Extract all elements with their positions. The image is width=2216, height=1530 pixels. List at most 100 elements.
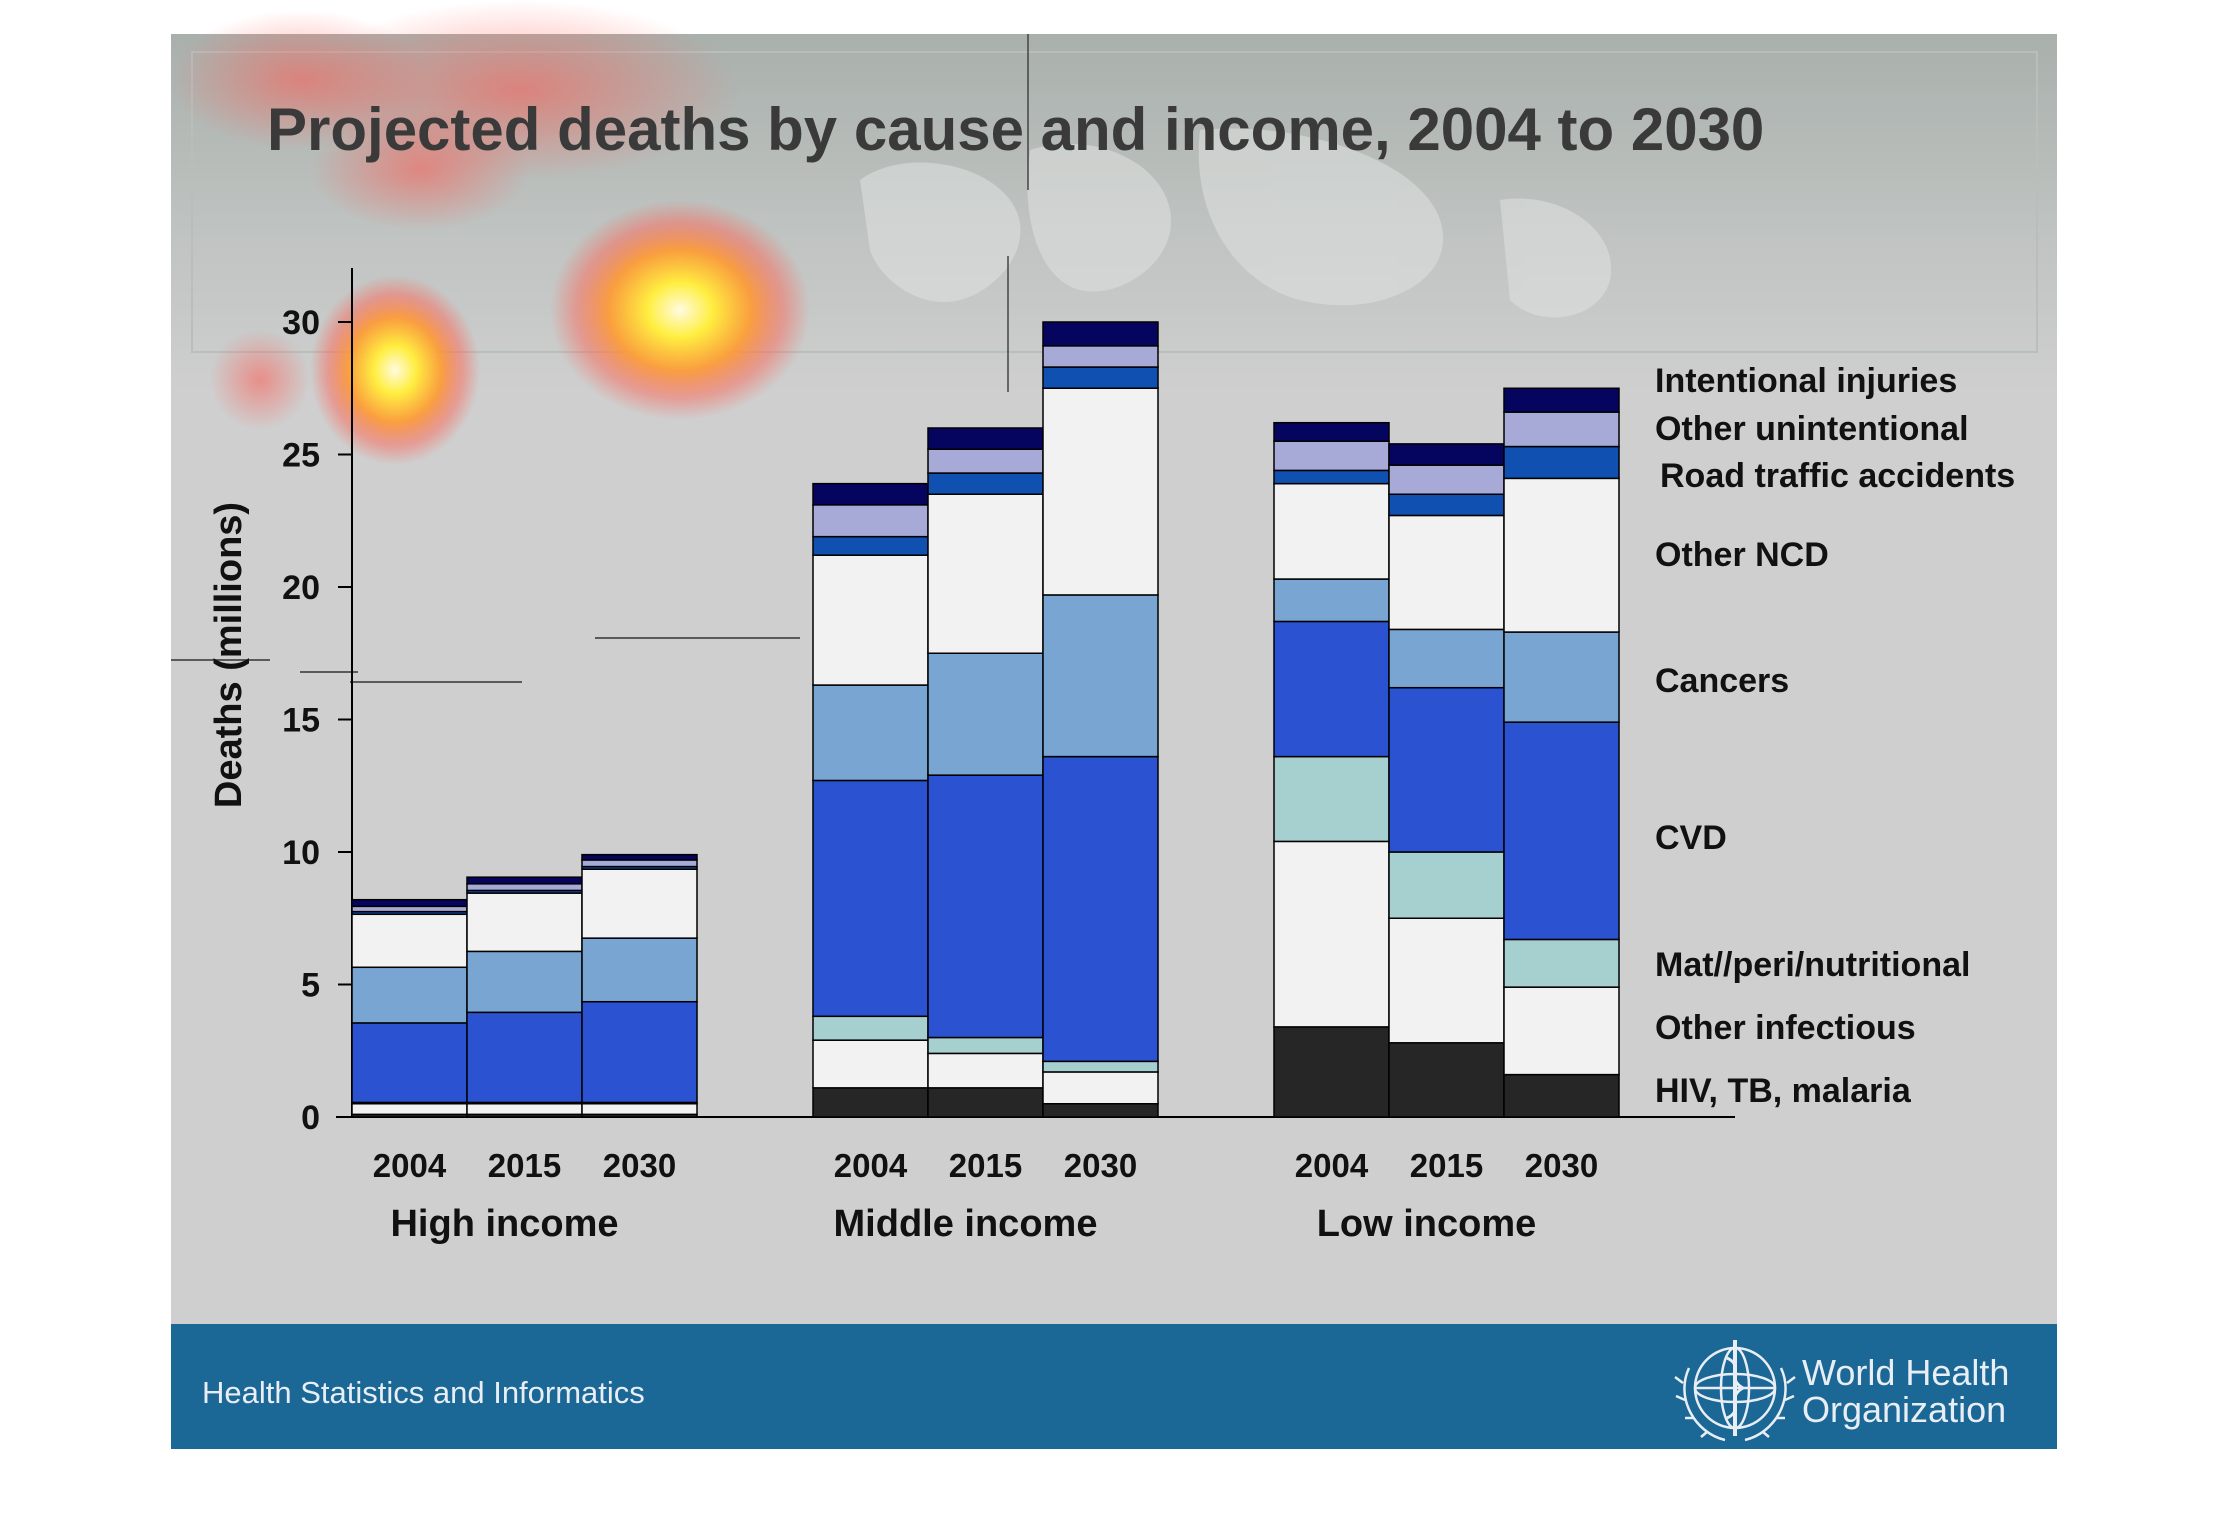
x-tick-label: 2015 [488, 1147, 561, 1184]
bar-segment-other-unintentional [1273, 440, 1390, 472]
logo-line-1: World Health [1802, 1352, 2009, 1393]
legend-label: HIV, TB, malaria [1655, 1072, 1912, 1110]
logo-line-2: Organization [1802, 1389, 2006, 1430]
bar-segment-intentional-injuries [1042, 321, 1159, 347]
y-tick-label: 30 [282, 304, 320, 342]
bar-segment-intentional-injuries [1273, 421, 1390, 443]
bar-segment-cvd [927, 774, 1044, 1039]
bar-segment-hiv-tb-malaria [1388, 1042, 1505, 1118]
bar-segment-cvd [1042, 755, 1159, 1063]
bar-segment-cvd [1503, 721, 1620, 941]
bar-segment-hiv-tb-malaria [927, 1087, 1044, 1118]
bar-segment-other-infectious [1273, 840, 1390, 1028]
y-tick-label: 10 [282, 834, 320, 872]
bar-segment-other-ncd [812, 554, 929, 686]
bar-segment-cancers [1273, 578, 1390, 623]
bar-segment-other-unintentional [1503, 411, 1620, 448]
bar-segment-cvd [1388, 686, 1505, 853]
bar-segment-other-ncd [581, 868, 698, 939]
y-tick-label: 5 [301, 967, 320, 1005]
bar-segment-road-traffic-accidents [927, 472, 1044, 495]
bar-segment-intentional-injuries [581, 853, 698, 861]
bar-segment-cancers [1503, 631, 1620, 723]
y-tick-label: 25 [282, 437, 320, 475]
bar-segment-other-infectious [1042, 1071, 1159, 1105]
bar-segment-other-infectious [581, 1103, 698, 1116]
bar-segment-mat-peri-nutritional [927, 1036, 1044, 1055]
legend-label: Other infectious [1655, 1009, 1916, 1047]
bar-segment-other-ncd [1273, 482, 1390, 580]
y-tick-label: 15 [282, 702, 320, 740]
legend-label: CVD [1655, 819, 1727, 857]
bar-segment-hiv-tb-malaria [812, 1087, 929, 1118]
bar-segment-mat-peri-nutritional [1503, 938, 1620, 988]
group-label: Middle income [834, 1203, 1098, 1245]
bar-segment-mat-peri-nutritional [1273, 755, 1390, 843]
bar-segment-intentional-injuries [812, 482, 929, 506]
legend-label: Other NCD [1655, 536, 1829, 574]
bar-segment-mat-peri-nutritional [1042, 1060, 1159, 1073]
bar-segment-cvd [581, 1000, 698, 1104]
bar-segment-other-ncd [1388, 514, 1505, 631]
bar-segment-cancers [581, 937, 698, 1003]
bar-segment-cancers [1388, 628, 1505, 689]
x-tick-label: 2004 [373, 1147, 447, 1184]
bar-segment-road-traffic-accidents [812, 535, 929, 556]
legend-label: Road traffic accidents [1660, 457, 2015, 495]
legend-label: Mat//peri/nutritional [1655, 946, 1970, 984]
bar-segment-other-ncd [351, 913, 468, 969]
y-tick-label: 0 [301, 1099, 320, 1137]
bar-segment-mat-peri-nutritional [812, 1015, 929, 1041]
bar-segment-other-unintentional [927, 448, 1044, 474]
group-label: Low income [1317, 1203, 1537, 1245]
bar-segment-intentional-injuries [351, 898, 468, 908]
bar-segment-cancers [927, 652, 1044, 776]
bar-segment-other-infectious [351, 1103, 468, 1116]
bar-segment-other-infectious [1503, 986, 1620, 1076]
group-label: High income [390, 1203, 618, 1245]
heatmap-overlay [170, 0, 810, 465]
bar-segment-other-unintentional [466, 883, 583, 892]
x-tick-label: 2030 [603, 1147, 676, 1184]
bar-segment-hiv-tb-malaria [1273, 1026, 1390, 1118]
x-tick-label: 2030 [1064, 1147, 1137, 1184]
bar-segment-other-unintentional [1388, 464, 1505, 496]
legend-label: Intentional injuries [1655, 362, 1957, 400]
y-axis-label: Deaths (millions) [208, 502, 250, 808]
bar-segment-road-traffic-accidents [1042, 366, 1159, 389]
bar-segment-other-ncd [466, 892, 583, 953]
stacked-bar-chart: Deaths (millions) 0 5 10 15 20 25 30 2004 2015 2… [208, 268, 2015, 1245]
legend-label: Cancers [1655, 662, 1789, 700]
bar-segment-cvd [812, 779, 929, 1018]
world-map-decoration [860, 128, 1612, 318]
bar-segment-other-unintentional [812, 504, 929, 538]
bar-segment-road-traffic-accidents [1503, 445, 1620, 480]
bar-segment-other-ncd [1503, 477, 1620, 633]
bar-segment-cvd [1273, 620, 1390, 758]
who-emblem-icon [1674, 1340, 1796, 1442]
x-tick-label: 2004 [1295, 1147, 1369, 1184]
x-tick-label: 2015 [1410, 1147, 1483, 1184]
bar-segment-other-infectious [466, 1103, 583, 1116]
bar-segment-other-ncd [1042, 387, 1159, 596]
bar-segment-road-traffic-accidents [1388, 493, 1505, 517]
x-tick-label: 2030 [1525, 1147, 1598, 1184]
bar-segment-other-infectious [927, 1052, 1044, 1089]
bar-segment-cvd [351, 1022, 468, 1104]
bar-segment-hiv-tb-malaria [1042, 1103, 1159, 1118]
bar-segment-other-infectious [812, 1039, 929, 1089]
bar-segment-cvd [466, 1011, 583, 1104]
bar-segment-intentional-injuries [466, 876, 583, 885]
bar-segment-other-unintentional [351, 905, 468, 913]
bar-segment-cancers [466, 950, 583, 1014]
slide-title: Projected deaths by cause and income, 20… [267, 96, 1764, 163]
bar-segment-cancers [1042, 594, 1159, 758]
bar-segment-cancers [351, 966, 468, 1024]
bar-segment-other-infectious [1388, 917, 1505, 1044]
bar-segment-other-ncd [927, 493, 1044, 654]
footer-text: Health Statistics and Informatics [202, 1375, 645, 1410]
bar-segment-mat-peri-nutritional [1388, 851, 1505, 919]
x-tick-label: 2015 [949, 1147, 1022, 1184]
bar-segment-road-traffic-accidents [1273, 469, 1390, 485]
